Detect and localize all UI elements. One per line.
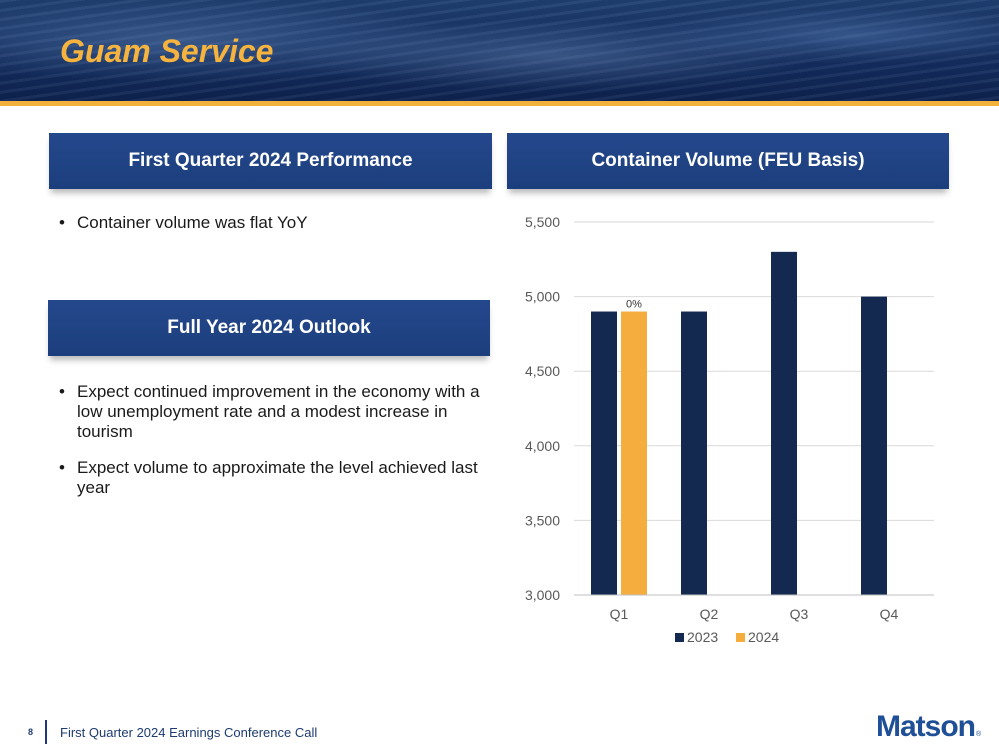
x-tick-label: Q2	[700, 606, 719, 622]
header-banner	[0, 0, 999, 101]
legend-swatch-2024	[736, 633, 745, 642]
performance-bullets: Container volume was flat YoY	[57, 213, 487, 249]
bar-2023-Q2	[681, 311, 707, 595]
y-tick-label: 3,000	[525, 587, 560, 603]
bar-2023-Q4	[861, 296, 887, 595]
outlook-header: Full Year 2024 Outlook	[48, 300, 490, 356]
page-number: 8	[28, 727, 34, 737]
outlook-bullets: Expect continued improvement in the econ…	[57, 382, 482, 514]
performance-bullet: Container volume was flat YoY	[57, 213, 487, 233]
slide-title: Guam Service	[60, 33, 274, 69]
y-tick-label: 5,500	[525, 214, 560, 230]
x-tick-label: Q3	[790, 606, 809, 622]
container-volume-chart: 3,000 3,500 4,000 4,500 5,000 5,500 0% Q1 Q2 Q3 Q4…	[500, 200, 960, 670]
header-accent-stripe	[0, 101, 999, 106]
logo-text: Matson	[876, 710, 976, 743]
y-tick-label: 3,500	[525, 512, 560, 528]
footer-divider	[45, 720, 47, 744]
bar-2023-Q1	[591, 311, 617, 595]
legend-label: 2023	[687, 629, 718, 645]
chart-header: Container Volume (FEU Basis)	[507, 133, 949, 189]
logo-mark: ®	[976, 731, 982, 738]
bar-2024-Q1	[621, 311, 647, 595]
y-tick-label: 5,000	[525, 289, 560, 305]
legend-swatch-2023	[675, 633, 684, 642]
data-label: 0%	[626, 299, 642, 311]
chart-canvas: 3,000 3,500 4,000 4,500 5,000 5,500 0% Q1 Q2 Q3 Q4…	[525, 214, 934, 645]
performance-header: First Quarter 2024 Performance	[49, 133, 492, 189]
y-tick-label: 4,000	[525, 438, 560, 454]
outlook-bullet: Expect continued improvement in the econ…	[57, 382, 482, 442]
x-tick-label: Q1	[610, 606, 629, 622]
outlook-bullet: Expect volume to approximate the level a…	[57, 458, 482, 498]
bar-2023-Q3	[771, 251, 797, 595]
footer-text: First Quarter 2024 Earnings Conference C…	[60, 725, 318, 740]
legend-label: 2024	[748, 629, 779, 645]
x-tick-label: Q4	[880, 606, 899, 622]
y-tick-label: 4,500	[525, 363, 560, 379]
matson-logo: Matson ®	[876, 710, 981, 744]
